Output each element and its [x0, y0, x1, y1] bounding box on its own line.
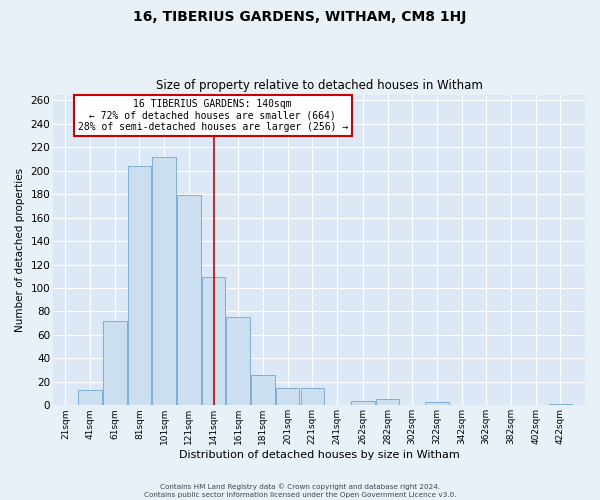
Bar [425, 402, 449, 406]
Bar [251, 375, 275, 406]
Bar [152, 156, 176, 406]
Bar [202, 278, 225, 406]
X-axis label: Distribution of detached houses by size in Witham: Distribution of detached houses by size … [179, 450, 460, 460]
Bar [301, 388, 324, 406]
Text: Contains HM Land Registry data © Crown copyright and database right 2024.
Contai: Contains HM Land Registry data © Crown c… [144, 484, 456, 498]
Text: 16, TIBERIUS GARDENS, WITHAM, CM8 1HJ: 16, TIBERIUS GARDENS, WITHAM, CM8 1HJ [133, 10, 467, 24]
Y-axis label: Number of detached properties: Number of detached properties [15, 168, 25, 332]
Bar [351, 400, 374, 406]
Bar [226, 318, 250, 406]
Bar [276, 388, 299, 406]
Bar [548, 404, 572, 406]
Bar [79, 390, 102, 406]
Bar [177, 196, 200, 406]
Title: Size of property relative to detached houses in Witham: Size of property relative to detached ho… [155, 79, 482, 92]
Text: 16 TIBERIUS GARDENS: 140sqm
← 72% of detached houses are smaller (664)
28% of se: 16 TIBERIUS GARDENS: 140sqm ← 72% of det… [77, 99, 348, 132]
Bar [103, 321, 127, 406]
Bar [376, 400, 399, 406]
Bar [128, 166, 151, 406]
